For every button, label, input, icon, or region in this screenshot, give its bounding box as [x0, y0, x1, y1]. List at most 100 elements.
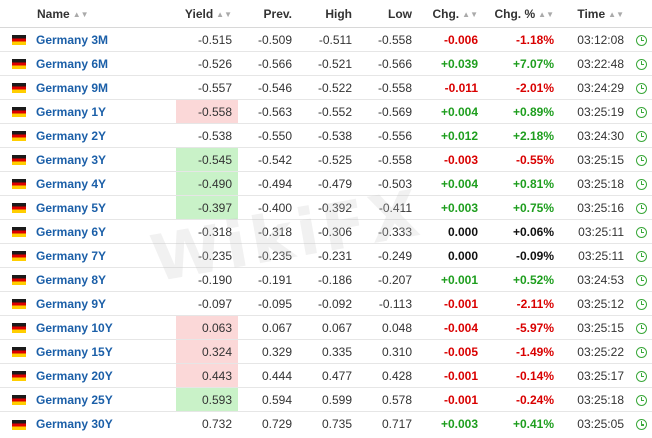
bond-name-link[interactable]: Germany 25Y — [36, 393, 113, 407]
chg-value: +0.004 — [418, 172, 484, 196]
column-header-chg-pct[interactable]: Chg. % ▲▼ — [484, 0, 560, 28]
bond-name-link[interactable]: Germany 9M — [36, 81, 108, 95]
bond-name-link[interactable]: Germany 10Y — [36, 321, 113, 335]
yield-value: -0.490 — [176, 172, 238, 196]
bond-name-link[interactable]: Germany 15Y — [36, 345, 113, 359]
prev-value: -0.566 — [238, 52, 298, 76]
bond-name-cell: Germany 9Y — [26, 292, 176, 316]
low-value: 0.048 — [358, 316, 418, 340]
chg-value: +0.003 — [418, 196, 484, 220]
germany-flag-icon — [12, 395, 26, 405]
chg-pct-value: +0.52% — [484, 268, 560, 292]
bond-name-link[interactable]: Germany 7Y — [36, 249, 106, 263]
clock-icon — [636, 59, 647, 70]
table-row: Germany 20Y 0.443 0.444 0.477 0.428 -0.001 -0.… — [0, 364, 652, 388]
chg-pct-value: -1.18% — [484, 28, 560, 52]
table-row: Germany 10Y 0.063 0.067 0.067 0.048 -0.004 -5.… — [0, 316, 652, 340]
bond-name-link[interactable]: Germany 1Y — [36, 105, 106, 119]
chg-value: -0.011 — [418, 76, 484, 100]
sort-icon: ▲▼ — [608, 10, 624, 19]
prev-value: -0.494 — [238, 172, 298, 196]
time-value: 03:25:11 — [560, 220, 630, 244]
chg-value: -0.001 — [418, 292, 484, 316]
high-value: 0.599 — [298, 388, 358, 412]
germany-flag-icon — [12, 203, 26, 213]
yield-value: 0.593 — [176, 388, 238, 412]
flag-cell — [0, 76, 26, 100]
bond-name-cell: Germany 8Y — [26, 268, 176, 292]
bond-name-link[interactable]: Germany 20Y — [36, 369, 113, 383]
table-header-row: Name ▲▼ Yield ▲▼ Prev. High Low Chg. ▲▼ Chg… — [0, 0, 652, 28]
column-header-chg[interactable]: Chg. ▲▼ — [418, 0, 484, 28]
bond-name-link[interactable]: Germany 30Y — [36, 417, 113, 431]
bond-name-cell: Germany 4Y — [26, 172, 176, 196]
yield-value: -0.318 — [176, 220, 238, 244]
low-value: -0.249 — [358, 244, 418, 268]
prev-value: 0.329 — [238, 340, 298, 364]
germany-flag-icon — [12, 83, 26, 93]
bond-name-link[interactable]: Germany 8Y — [36, 273, 106, 287]
clock-cell — [630, 52, 652, 76]
column-header-high[interactable]: High — [298, 0, 358, 28]
chg-pct-value: -2.01% — [484, 76, 560, 100]
bond-name-link[interactable]: Germany 3Y — [36, 153, 106, 167]
germany-flag-icon — [12, 107, 26, 117]
chg-pct-value: -2.11% — [484, 292, 560, 316]
low-value: -0.569 — [358, 100, 418, 124]
chg-pct-value: +2.18% — [484, 124, 560, 148]
chg-value: -0.006 — [418, 28, 484, 52]
flag-cell — [0, 244, 26, 268]
time-value: 03:22:48 — [560, 52, 630, 76]
bond-name-cell: Germany 3M — [26, 28, 176, 52]
column-header-prev[interactable]: Prev. — [238, 0, 298, 28]
clock-cell — [630, 340, 652, 364]
bond-name-cell: Germany 10Y — [26, 316, 176, 340]
clock-cell — [630, 76, 652, 100]
column-header-yield[interactable]: Yield ▲▼ — [176, 0, 238, 28]
flag-cell — [0, 172, 26, 196]
column-header-name[interactable]: Name ▲▼ — [0, 0, 176, 28]
bond-name-link[interactable]: Germany 5Y — [36, 201, 106, 215]
column-header-low[interactable]: Low — [358, 0, 418, 28]
table-row: Germany 3M -0.515 -0.509 -0.511 -0.558 -0.006… — [0, 28, 652, 52]
clock-icon — [636, 371, 647, 382]
sort-icon: ▲▼ — [538, 10, 554, 19]
table-row: Germany 9M -0.557 -0.546 -0.522 -0.558 -0.011… — [0, 76, 652, 100]
germany-flag-icon — [12, 347, 26, 357]
bond-name-cell: Germany 3Y — [26, 148, 176, 172]
flag-cell — [0, 316, 26, 340]
clock-icon — [636, 179, 647, 190]
table-row: Germany 5Y -0.397 -0.400 -0.392 -0.411 +0.003… — [0, 196, 652, 220]
flag-cell — [0, 52, 26, 76]
clock-icon — [636, 419, 647, 430]
clock-icon — [636, 395, 647, 406]
bond-name-link[interactable]: Germany 6M — [36, 57, 108, 71]
table-row: Germany 30Y 0.732 0.729 0.735 0.717 +0.003 +0.… — [0, 412, 652, 436]
germany-flag-icon — [12, 251, 26, 261]
germany-flag-icon — [12, 323, 26, 333]
table-row: Germany 25Y 0.593 0.594 0.599 0.578 -0.001 -0.… — [0, 388, 652, 412]
bond-name-cell: Germany 30Y — [26, 412, 176, 436]
table-row: Germany 8Y -0.190 -0.191 -0.186 -0.207 +0.001… — [0, 268, 652, 292]
bond-name-link[interactable]: Germany 4Y — [36, 177, 106, 191]
yield-value: -0.397 — [176, 196, 238, 220]
yield-value: 0.324 — [176, 340, 238, 364]
clock-cell — [630, 172, 652, 196]
bond-name-cell: Germany 6Y — [26, 220, 176, 244]
flag-cell — [0, 364, 26, 388]
bond-name-link[interactable]: Germany 2Y — [36, 129, 106, 143]
table-row: Germany 9Y -0.097 -0.095 -0.092 -0.113 -0.001… — [0, 292, 652, 316]
flag-cell — [0, 124, 26, 148]
high-value: -0.538 — [298, 124, 358, 148]
yield-value: -0.545 — [176, 148, 238, 172]
bond-name-link[interactable]: Germany 3M — [36, 33, 108, 47]
prev-value: 0.729 — [238, 412, 298, 436]
column-header-time[interactable]: Time ▲▼ — [560, 0, 630, 28]
chg-pct-value: +0.75% — [484, 196, 560, 220]
bond-name-cell: Germany 5Y — [26, 196, 176, 220]
low-value: 0.578 — [358, 388, 418, 412]
clock-icon — [636, 227, 647, 238]
bond-name-link[interactable]: Germany 9Y — [36, 297, 106, 311]
yield-value: -0.097 — [176, 292, 238, 316]
bond-name-link[interactable]: Germany 6Y — [36, 225, 106, 239]
